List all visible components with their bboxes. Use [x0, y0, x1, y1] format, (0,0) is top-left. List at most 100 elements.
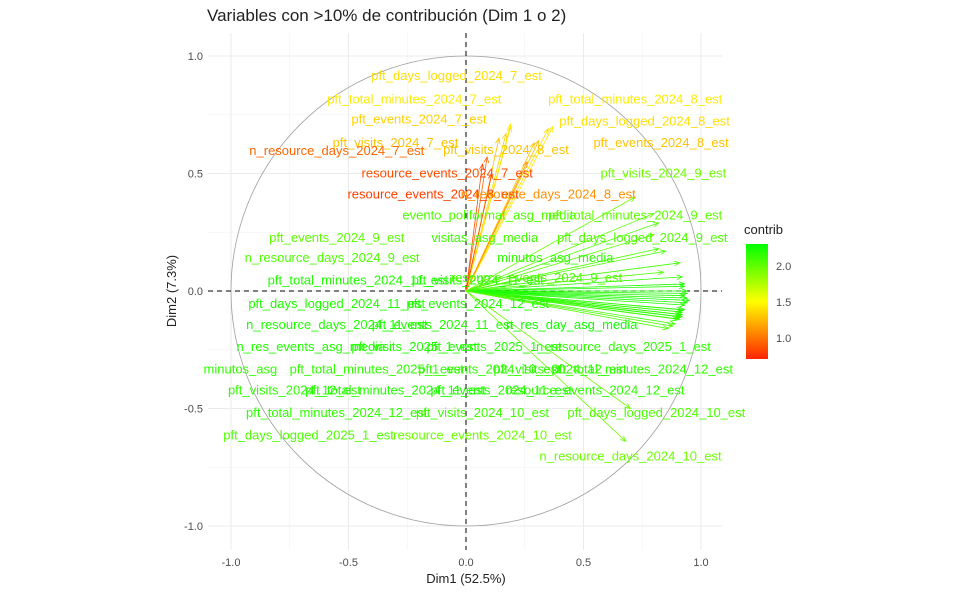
chart-title: Variables con >10% de contribución (Dim … [207, 6, 567, 25]
legend: contrib 2.0 1.5 1.0 [744, 222, 824, 362]
arrow-head [506, 123, 512, 131]
variable-arrow [465, 250, 666, 292]
variable-label: pft_events_2024_9_est [269, 230, 405, 245]
arrow-head [529, 142, 535, 149]
arrow-head [676, 306, 684, 313]
variable-arrow [465, 164, 483, 292]
arrow-head [678, 302, 686, 308]
variable-label: n_resource_days_2024_10_est [539, 449, 722, 464]
variable-label: pft_visits_2024_8_est [443, 142, 569, 157]
arrow-head [479, 163, 485, 170]
variable-label: pft_visits_2024_12_est [228, 383, 361, 398]
variable-label: pft_total_minutes_2024_11_est [305, 383, 486, 398]
arrow-head [657, 270, 665, 276]
arrow-head [673, 260, 681, 267]
variable-label: minutos_asg [204, 362, 278, 377]
variable-label: n_res_day_asg_media [506, 317, 638, 332]
y-axis-title: Dim2 (7.3%) [164, 255, 179, 327]
variable-arrow [465, 234, 655, 292]
x-tick-label: -0.5 [339, 557, 358, 569]
variable-label: pft_events_2024_7_est [351, 111, 487, 126]
variable-arrow [465, 126, 554, 292]
variable-label: resource_events_2024_7_est [362, 165, 534, 180]
variable-arrow [465, 290, 676, 325]
x-axis-title: Dim1 (52.5%) [426, 571, 505, 586]
arrow-head [624, 403, 632, 410]
variable-label: n_resource_days_2024_11_est [246, 317, 428, 332]
variable-label: resource_events_2024_10_est [393, 427, 572, 442]
variable-arrow [465, 290, 678, 320]
variable-label: pft_total_minutes_2024_7_est [327, 91, 502, 106]
variable-label: pft_visits_2024_12_est [494, 362, 627, 377]
legend-title: contrib [744, 222, 784, 237]
arrow-head [673, 315, 681, 322]
variable-label: n_resource_days_2024_8_est [461, 186, 636, 201]
variable-arrow [465, 290, 673, 327]
variable-label: evento_poliformat_asg_media [402, 208, 577, 223]
variable-arrow [465, 161, 528, 292]
variable-label: pft_total_minutes_2024_11_est [268, 272, 449, 287]
variable-labels: pft_days_logged_2024_7_est pft_total_minu… [204, 68, 746, 464]
arrow-head [676, 274, 684, 280]
variable-label: pft_total_minutes_2024_8_est [548, 91, 723, 106]
variable-label: pft_events_2024_8_est [593, 135, 729, 150]
variable-label: pft_days_logged_2024_11_est [248, 296, 425, 311]
arrow-head [678, 292, 686, 299]
variable-label: pft_total_minutes_2024_9_est [548, 208, 723, 223]
x-tick-label: 1.0 [693, 557, 708, 569]
variable-label: pft_visits_2025_1_est [351, 339, 477, 354]
arrow-head [488, 172, 494, 180]
variable-arrow [465, 196, 636, 292]
arrow-head [671, 315, 679, 322]
variable-label: resource_events_2024_12_est [506, 383, 685, 398]
variable-arrow [465, 290, 680, 318]
arrow-head [678, 281, 686, 287]
arrow-head [483, 156, 489, 163]
variable-label: n_resource_days_2024_9_est [245, 250, 420, 265]
arrow-head [678, 283, 686, 290]
variable-label: pft_total_minutes_2024_12_est [552, 362, 734, 377]
variable-label: pft_events_2025_1_est [427, 339, 563, 354]
variable-label: pft_days_logged_2024_7_est [371, 68, 542, 83]
y-tick-label: 0.5 [188, 169, 203, 181]
variable-arrow [465, 248, 659, 292]
y-tick-label: -0.5 [184, 404, 203, 416]
x-tick-label: -1.0 [222, 557, 241, 569]
arrow-head [548, 125, 554, 133]
variable-label: n_res_events_asg_media [236, 339, 386, 354]
variable-arrow [465, 290, 627, 442]
arrow-head [681, 288, 688, 294]
y-tick-label: -1.0 [184, 521, 203, 533]
variable-label: resource_events_2024_8_est [347, 186, 519, 201]
variable-arrow [465, 271, 664, 292]
variable-arrows [465, 123, 691, 443]
arrow-head [659, 249, 667, 255]
variable-label: pft_events_2024_12_est [407, 296, 550, 311]
variable-label: pft_events_2024_11_est [372, 317, 514, 332]
arrow-head [647, 212, 655, 218]
variable-label: pft_total_minutes_2024_12_est [246, 405, 428, 420]
variable-arrow [465, 290, 669, 329]
arrow-head [534, 139, 540, 147]
variable-label: visitas_asg_media [431, 230, 539, 245]
variable-label: pft_days_logged_2025_1_est [223, 427, 394, 442]
variable-arrow [465, 222, 659, 292]
arrow-head [629, 196, 637, 202]
arrow-head [673, 311, 681, 317]
variable-arrow [465, 290, 685, 297]
arrow-head [647, 233, 655, 239]
variable-label: pft_events_2024_10_est [418, 362, 561, 377]
arrow-head [666, 322, 674, 329]
y-tick-label: 1.0 [188, 51, 203, 63]
variable-arrow [465, 276, 683, 292]
variable-label: pft_days_logged_2024_9_est [557, 230, 728, 245]
arrow-head [502, 132, 508, 140]
axes: -1.0 -0.5 0.0 0.5 1.0 -1.0 -0.5 0.0 0.5 1.0 [184, 33, 722, 569]
variable-arrow [465, 173, 493, 292]
arrow-head [495, 137, 501, 145]
variable-arrow [465, 262, 680, 292]
y-tick-label: 0.0 [188, 286, 203, 298]
variable-arrow [465, 290, 685, 306]
arrow-head [652, 222, 660, 228]
